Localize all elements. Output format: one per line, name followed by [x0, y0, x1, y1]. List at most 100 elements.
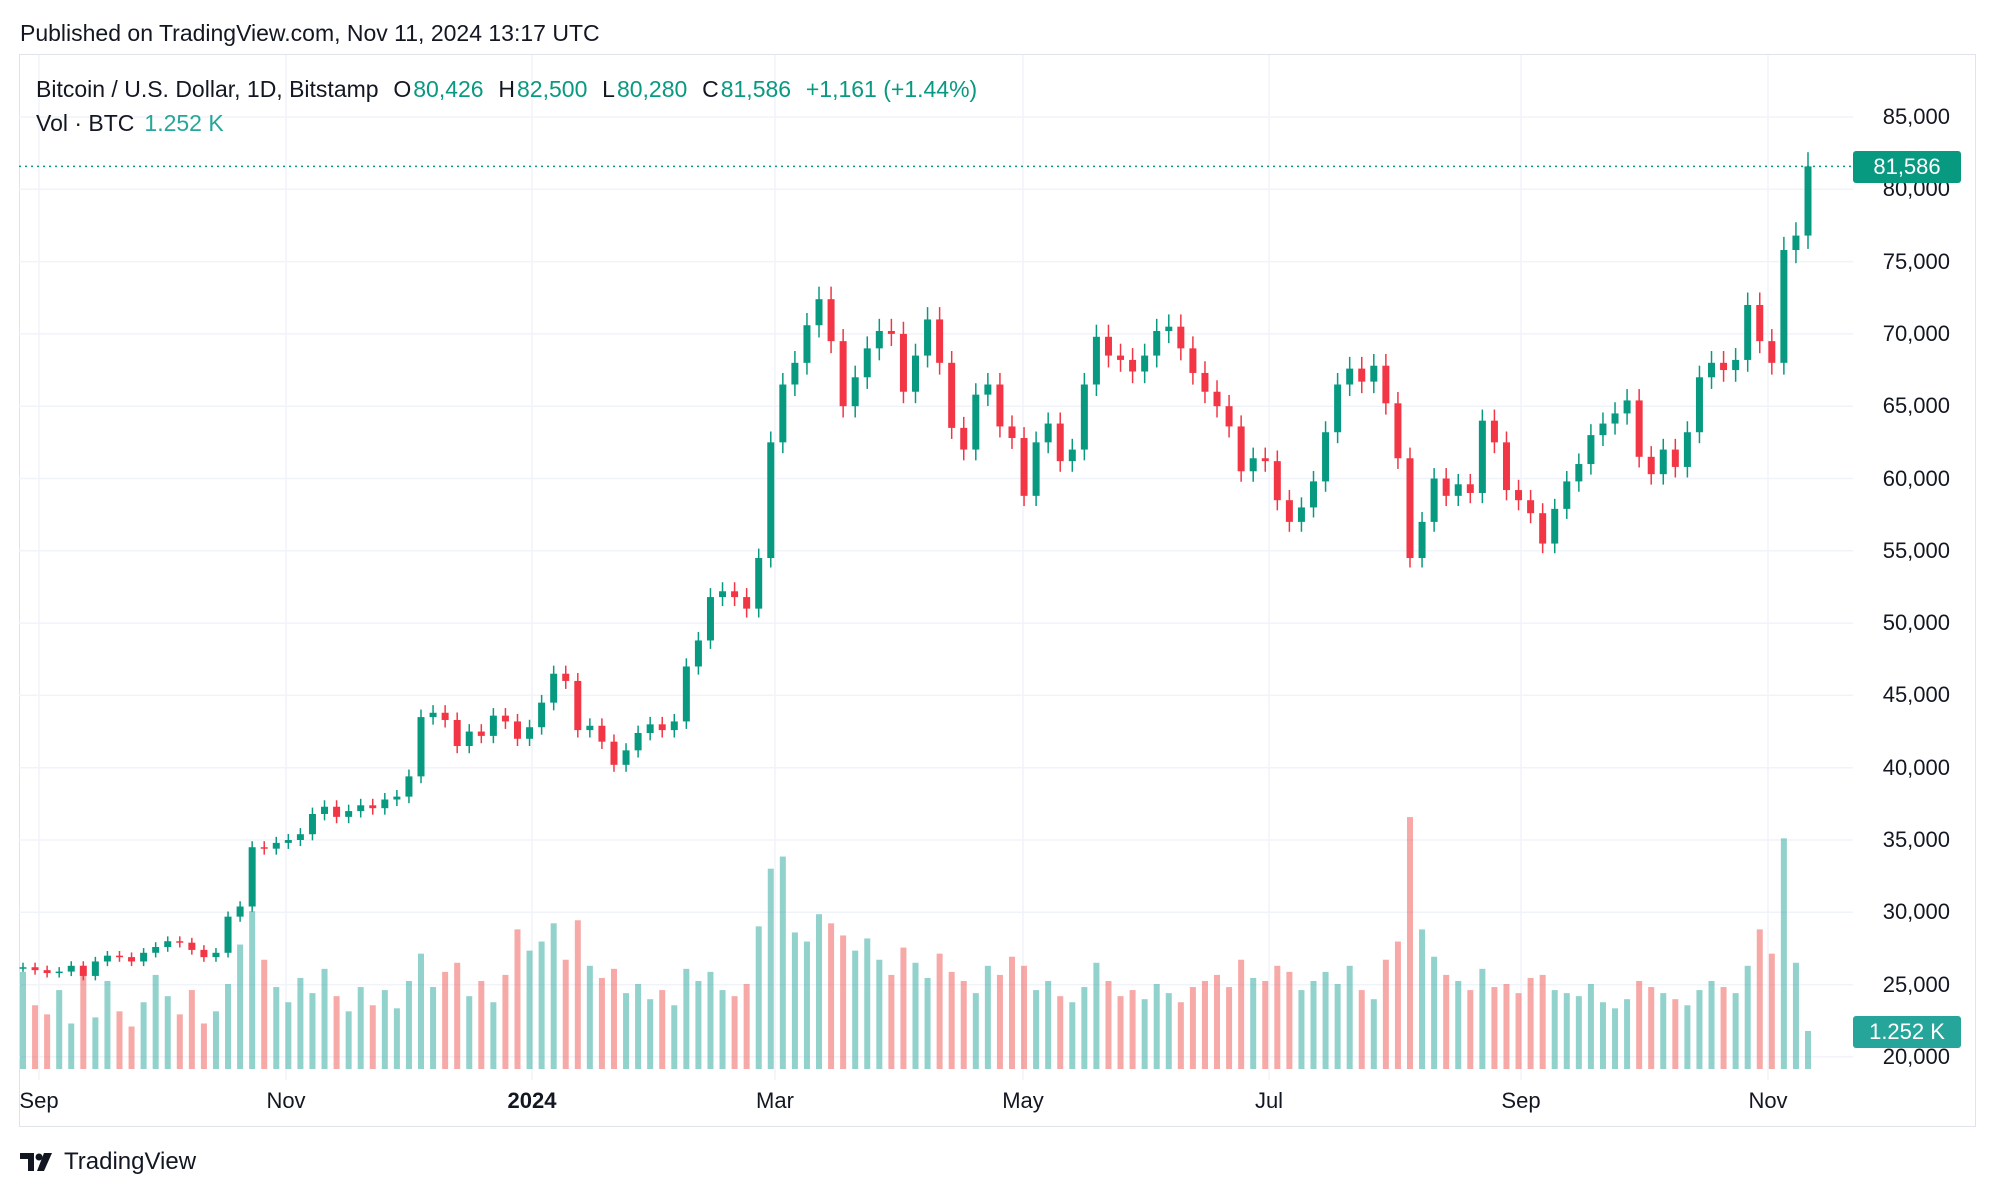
volume-bar [1443, 974, 1450, 1069]
candle-body [1430, 478, 1438, 522]
volume-bar [1189, 987, 1196, 1069]
candle-body [296, 834, 304, 840]
volume-bar [888, 974, 895, 1069]
candle-body [91, 961, 99, 976]
volume-bar [803, 941, 810, 1069]
volume-bar [526, 950, 533, 1069]
price-tick-label: 40,000 [1882, 754, 1950, 780]
volume-bar [1732, 993, 1739, 1069]
candle-body [924, 319, 932, 356]
candle-body [960, 427, 968, 450]
volume-bar [357, 987, 364, 1069]
open-label: O [393, 76, 412, 102]
volume-bar [767, 868, 774, 1069]
volume-bar [1491, 987, 1498, 1069]
candle-body [1068, 449, 1076, 462]
candle-body [115, 955, 123, 958]
candle-body [1768, 341, 1776, 363]
candle-body [441, 712, 449, 720]
volume-bar [1756, 929, 1763, 1069]
volume-bar [1575, 996, 1582, 1069]
volume-bar [1768, 953, 1775, 1069]
candle-body [308, 813, 316, 835]
candle-body [731, 591, 739, 598]
volume-bar [502, 974, 509, 1069]
volume-bar [972, 993, 979, 1069]
volume-bar [1708, 980, 1715, 1069]
candle-body [1104, 336, 1112, 356]
volume-bar [912, 962, 919, 1069]
candle-body [1659, 449, 1667, 475]
candle-body [1297, 507, 1305, 522]
price-tick-label: 70,000 [1882, 320, 1950, 346]
time-tick-label: Nov [1748, 1088, 1788, 1113]
volume-bar [1057, 996, 1064, 1069]
candle-body [1515, 490, 1523, 501]
volume-bar [719, 990, 726, 1069]
volume-bar [1069, 1002, 1076, 1069]
candle-body [333, 806, 341, 817]
volume-bar [345, 1011, 352, 1069]
candle-body [851, 377, 859, 407]
tradingview-logo-icon [20, 1153, 52, 1171]
candle-body [658, 724, 666, 731]
volume-bar [1298, 990, 1305, 1069]
candle-body [887, 331, 895, 334]
candle-body [1502, 442, 1510, 491]
candle-body [272, 842, 280, 849]
time-tick-label: Jul [1254, 1088, 1284, 1113]
volume-bar [1503, 984, 1510, 1069]
candle-body [1647, 456, 1655, 475]
candle-body [912, 355, 919, 392]
volume-bar [1238, 959, 1245, 1069]
candle-body [1008, 426, 1016, 439]
candle-body [1418, 521, 1426, 559]
candle-body [1080, 384, 1088, 450]
volume-bar [1117, 996, 1124, 1069]
candle-body [140, 952, 148, 962]
volume-bar [936, 953, 943, 1069]
candle-body [1744, 304, 1752, 360]
candle-body [381, 799, 389, 809]
volume-bar [1021, 965, 1028, 1069]
volume-bar [1310, 980, 1317, 1069]
candle-body [393, 796, 401, 800]
candle-body [1322, 432, 1330, 482]
volume-bar [1322, 971, 1329, 1069]
tradingview-logo-text: TradingView [64, 1148, 197, 1175]
volume-bar [1141, 999, 1148, 1069]
tradingview-logo[interactable]: TradingView [20, 1148, 196, 1176]
volume-bar [1792, 962, 1799, 1069]
volume-bar [1431, 956, 1438, 1069]
volume-bar [562, 959, 569, 1069]
candle-body [706, 597, 714, 641]
candle-body [634, 732, 642, 751]
price-tick-label: 30,000 [1882, 899, 1950, 925]
volume-bar [430, 987, 437, 1069]
volume-bar [1515, 993, 1522, 1069]
volume-bar [237, 944, 244, 1069]
volume-bar [1479, 968, 1486, 1069]
volume-bar [984, 965, 991, 1069]
volume-bar [176, 1014, 183, 1069]
volume-bar [1262, 980, 1269, 1069]
volume-bar [610, 968, 617, 1069]
volume-bar [1382, 959, 1389, 1069]
candle-body [1020, 438, 1028, 496]
volume-bar [20, 971, 26, 1069]
candle-body [767, 442, 775, 559]
volume-bar [1780, 838, 1787, 1069]
volume-bar [538, 941, 545, 1069]
time-tick-label: Mar [756, 1088, 794, 1113]
candle-body [1599, 423, 1607, 436]
candle-body [417, 717, 425, 777]
volume-bar [1274, 965, 1281, 1069]
candle-body [1539, 513, 1547, 544]
candle-body [1466, 484, 1474, 493]
candle-body [803, 325, 811, 363]
volume-bar [1455, 980, 1462, 1069]
candle-body [188, 942, 196, 950]
candle-body [948, 362, 956, 428]
volume-bar [381, 990, 388, 1069]
